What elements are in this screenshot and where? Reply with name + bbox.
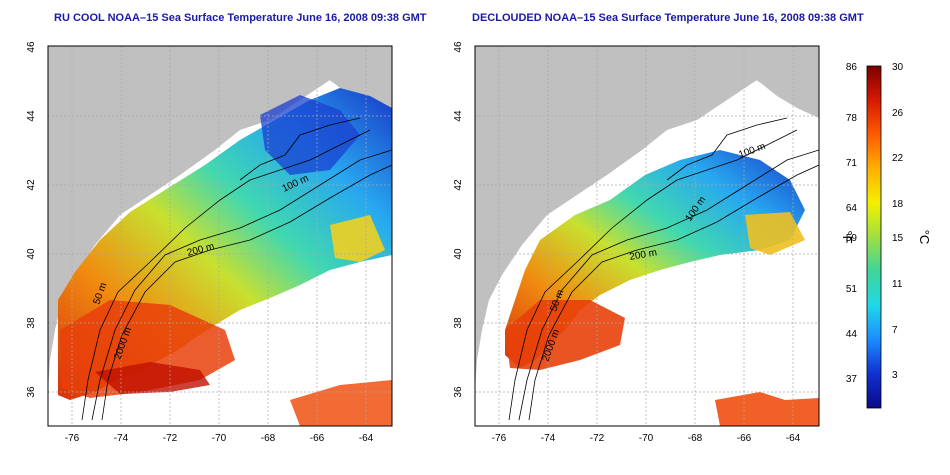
celsius-tick: 18	[892, 199, 904, 210]
x-tick-label: -72	[163, 433, 178, 444]
celsius-tick: 22	[892, 153, 904, 164]
fahrenheit-tick: 64	[846, 203, 858, 214]
right-map: 50 m 100 m 100 m 200 m 2000 m -76 -74 -7…	[453, 41, 820, 444]
x-tick-label: -74	[541, 433, 556, 444]
x-tick-label: -74	[114, 433, 129, 444]
celsius-tick: 3	[892, 370, 898, 381]
contour-label: 200 m	[629, 247, 658, 263]
x-tick-label: -64	[786, 433, 801, 444]
sst-field	[505, 150, 805, 368]
right-y-axis: 46 44 42 40 38 36	[453, 41, 464, 398]
left-map: 50 m 100 m 200 m 2000 m -76 -74 -72 -70 …	[26, 41, 393, 444]
fahrenheit-tick: 37	[846, 374, 858, 385]
y-tick-label: 38	[26, 317, 37, 329]
x-tick-label: -70	[212, 433, 227, 444]
left-y-axis: 46 44 42 40 38 36	[26, 41, 37, 398]
fahrenheit-tick: 59	[846, 233, 858, 244]
fahrenheit-tick: 44	[846, 329, 858, 340]
y-tick-label: 38	[453, 317, 464, 329]
land-mass	[475, 46, 819, 390]
y-tick-label: 40	[26, 248, 37, 260]
sst-yellow-patch	[745, 212, 805, 255]
x-tick-label: -68	[261, 433, 276, 444]
x-tick-label: -68	[688, 433, 703, 444]
sst-south-patch	[290, 380, 392, 426]
celsius-tick: 30	[892, 62, 904, 73]
fahrenheit-tick: 86	[846, 62, 858, 73]
celsius-ticks: 30 26 22 18 15 11 7 3	[892, 62, 904, 381]
celsius-tick: 15	[892, 233, 904, 244]
y-tick-label: 44	[453, 110, 464, 122]
land-mass	[727, 46, 819, 118]
sst-south-patch	[715, 392, 819, 426]
x-tick-label: -70	[639, 433, 654, 444]
fahrenheit-unit-label: °F	[840, 230, 855, 243]
right-x-axis: -76 -74 -72 -70 -68 -66 -64	[492, 433, 801, 444]
sst-yellow-patch	[330, 215, 385, 262]
y-tick-label: 46	[26, 41, 37, 53]
celsius-unit-label: °C	[917, 230, 932, 245]
celsius-tick: 11	[892, 279, 903, 290]
y-tick-label: 46	[453, 41, 464, 53]
y-tick-label: 42	[26, 179, 37, 191]
x-tick-label: -66	[310, 433, 325, 444]
x-tick-label: -76	[65, 433, 80, 444]
bathymetry-contours	[81, 117, 392, 421]
y-tick-label: 44	[26, 110, 37, 122]
left-panel-title: RU COOL NOAA–15 Sea Surface Temperature …	[54, 12, 427, 24]
y-tick-label: 42	[453, 179, 464, 191]
celsius-tick: 7	[892, 325, 898, 336]
right-panel-title: DECLOUDED NOAA–15 Sea Surface Temperatur…	[472, 12, 864, 24]
sst-hot-patch	[95, 362, 210, 394]
bathymetry-contours	[508, 117, 819, 421]
celsius-tick: 26	[892, 108, 904, 119]
left-x-axis: -76 -74 -72 -70 -68 -66 -64	[65, 433, 374, 444]
fahrenheit-tick: 51	[846, 284, 858, 295]
fahrenheit-ticks: 86 78 71 64 59 51 44 37	[846, 62, 858, 385]
y-tick-label: 40	[453, 248, 464, 260]
land-mass	[48, 46, 392, 390]
x-tick-label: -72	[590, 433, 605, 444]
y-tick-label: 36	[453, 386, 464, 398]
x-tick-label: -76	[492, 433, 507, 444]
y-tick-label: 36	[26, 386, 37, 398]
x-tick-label: -66	[737, 433, 752, 444]
colorbar: 86 78 71 64 59 51 44 37 30 26 22 18 15 1…	[840, 62, 932, 409]
fahrenheit-tick: 78	[846, 113, 858, 124]
colorbar-scale	[866, 65, 882, 409]
x-tick-label: -64	[359, 433, 374, 444]
fahrenheit-tick: 71	[846, 158, 858, 169]
